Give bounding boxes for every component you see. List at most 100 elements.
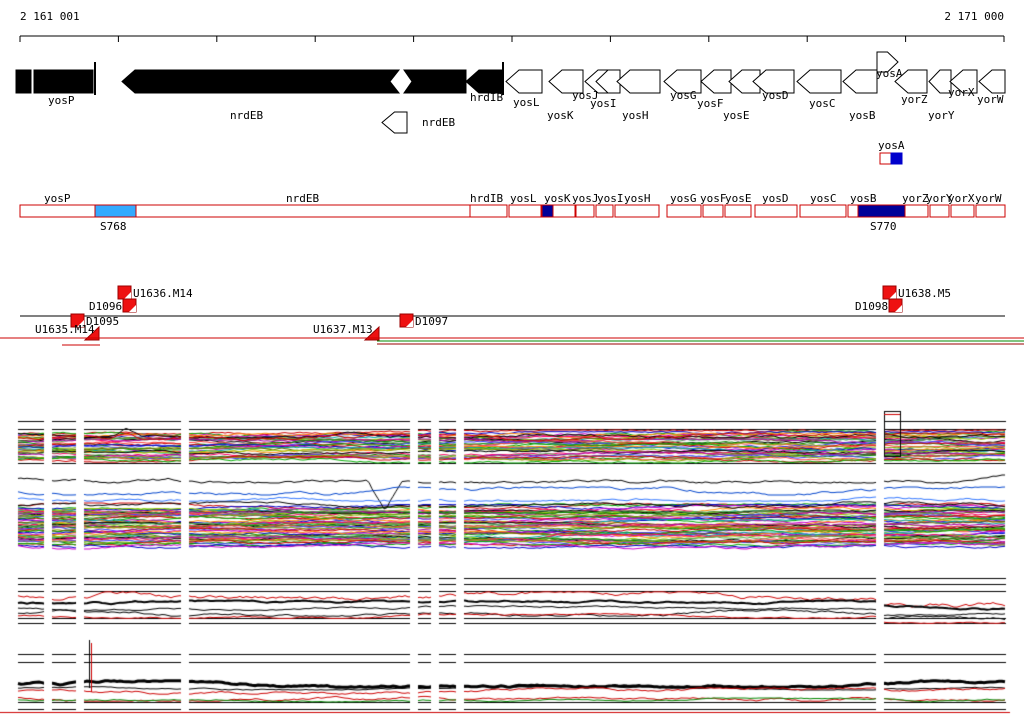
gene-box-yosI[interactable] bbox=[595, 204, 614, 218]
gene-arrow-yosD[interactable] bbox=[752, 69, 795, 94]
gene-label-yorX: yorX bbox=[948, 86, 975, 99]
gene-box-label-yorZ: yorZ bbox=[902, 192, 929, 205]
gene-label-yorY: yorY bbox=[928, 109, 955, 122]
gene-arrow-yosL[interactable] bbox=[505, 69, 543, 94]
gene-arrow-yosE[interactable] bbox=[728, 69, 761, 94]
gene-arrow-hrdIB[interactable] bbox=[465, 69, 503, 94]
gene-box-yosD[interactable] bbox=[754, 204, 798, 218]
gene-label-nrdEB: nrdEB bbox=[230, 109, 263, 122]
gene-box-yorZ[interactable] bbox=[904, 204, 929, 218]
gene-box-nrdEB[interactable] bbox=[135, 204, 471, 218]
gene-arrow-yosF[interactable] bbox=[700, 69, 732, 94]
marker-U1635.M14[interactable] bbox=[83, 325, 100, 341]
gene-box-S768[interactable] bbox=[94, 204, 137, 218]
gene-box-yosP[interactable] bbox=[19, 204, 96, 218]
yosA-flag-left-box[interactable] bbox=[879, 152, 892, 165]
gene-box-yosC[interactable] bbox=[799, 204, 847, 218]
gene-box-label-yorY: yorY bbox=[926, 192, 953, 205]
marker-label-D1098: D1098 bbox=[855, 300, 888, 313]
gene-label-yosH: yosH bbox=[622, 109, 649, 122]
marker-fold-D1098 bbox=[895, 305, 902, 312]
gene-box-label-yorW: yorW bbox=[975, 192, 1002, 205]
gene-label-yosP: yosP bbox=[48, 94, 75, 107]
gene-box-label-nrdEB: nrdEB bbox=[286, 192, 319, 205]
gene-arrow-yosB[interactable] bbox=[842, 69, 878, 94]
marker-fold-D1096 bbox=[129, 305, 136, 312]
yosA-flag-label: yosA bbox=[878, 139, 905, 152]
gene-label-yosA: yosA bbox=[876, 67, 903, 80]
segment-label-S768: S768 bbox=[100, 220, 127, 233]
gene-label-yosK: yosK bbox=[547, 109, 574, 122]
gene-box-navy-segment[interactable] bbox=[541, 204, 554, 218]
gene-box-yosG[interactable] bbox=[666, 204, 702, 218]
marker-fold-U1636.M14 bbox=[124, 292, 131, 299]
marker-label-D1097: D1097 bbox=[415, 315, 448, 328]
gene-arrow-yosH[interactable] bbox=[616, 69, 661, 94]
gene-arrow-yosK[interactable] bbox=[548, 69, 584, 94]
gene-box-label-yosG: yosG bbox=[670, 192, 697, 205]
gene-label-yosE: yosE bbox=[723, 109, 750, 122]
marker-label-U1638.M5: U1638.M5 bbox=[898, 287, 951, 300]
gene-box-label-yosE: yosE bbox=[725, 192, 752, 205]
gene-box-label-yosF: yosF bbox=[700, 192, 727, 205]
gene-label-yosC: yosC bbox=[809, 97, 836, 110]
marker-label-U1637.M13: U1637.M13 bbox=[313, 323, 373, 336]
gene-box-label-yosK: yosK bbox=[544, 192, 571, 205]
gene-box-yosF[interactable] bbox=[702, 204, 724, 218]
gene-arrow-nrdEB-2[interactable] bbox=[403, 69, 467, 94]
marker-fold-D1097 bbox=[406, 320, 413, 327]
gene-box-label-yosH: yosH bbox=[624, 192, 651, 205]
gene-label-yosL: yosL bbox=[513, 96, 540, 109]
segment-label-S770: S770 bbox=[870, 220, 897, 233]
gene-arrow-yosA[interactable] bbox=[876, 51, 899, 73]
marker-label-U1636.M14: U1636.M14 bbox=[133, 287, 193, 300]
gene-label-yosB: yosB bbox=[849, 109, 876, 122]
marker-label-U1635.M14: U1635.M14 bbox=[35, 323, 95, 336]
gene-box-S770[interactable] bbox=[857, 204, 906, 218]
gene-arrow-yorZ[interactable] bbox=[894, 69, 928, 94]
gene-box-label-yosL: yosL bbox=[510, 192, 537, 205]
gene-arrow-yorW[interactable] bbox=[978, 69, 1006, 94]
gene-box-yorW[interactable] bbox=[975, 204, 1006, 218]
gene-label-yorZ: yorZ bbox=[901, 93, 928, 106]
gene-label-yosD: yosD bbox=[762, 89, 789, 102]
gene-box-yorY[interactable] bbox=[929, 204, 950, 218]
gene-box-hrdIB[interactable] bbox=[469, 204, 508, 218]
gene-box-yorX[interactable] bbox=[950, 204, 975, 218]
gene-label-hrdIB: hrdIB bbox=[470, 91, 503, 104]
gene-arrow-nrdEB-alt[interactable] bbox=[381, 111, 408, 134]
gene-arrow-gene-fragment[interactable] bbox=[15, 69, 32, 94]
marker-U1637.M13[interactable] bbox=[363, 325, 380, 341]
annotation-tracks: yosPnrdEBhrdIBnrdEByosLyosKyosJyosIyosHy… bbox=[0, 35, 1024, 346]
gene-arrow-yorX[interactable] bbox=[949, 69, 978, 94]
gene-label-yosG: yosG bbox=[670, 89, 697, 102]
gene-box-label-yosI: yosI bbox=[597, 192, 624, 205]
gene-box-label-yosB: yosB bbox=[850, 192, 877, 205]
gene-label-yosI: yosI bbox=[590, 97, 617, 110]
gene-box-label-yosD: yosD bbox=[762, 192, 789, 205]
gene-box-label-yorX: yorX bbox=[948, 192, 975, 205]
gene-arrow-yosI[interactable] bbox=[595, 69, 621, 94]
marker-fold-U1638.M5 bbox=[889, 292, 896, 299]
gene-arrow-yosC[interactable] bbox=[796, 69, 842, 94]
gene-arrow-yorY[interactable] bbox=[928, 69, 952, 94]
gene-box-label-yosC: yosC bbox=[810, 192, 837, 205]
gene-arrow-nrdEB[interactable] bbox=[121, 69, 401, 94]
gene-label-yorW: yorW bbox=[977, 93, 1004, 106]
gene-arrow-yosP[interactable] bbox=[33, 69, 94, 94]
marker-label-D1096: D1096 bbox=[89, 300, 122, 313]
gene-box-yosL[interactable] bbox=[508, 204, 542, 218]
gene-arrow-yosG[interactable] bbox=[663, 69, 702, 94]
gene-label-yosF: yosF bbox=[697, 97, 724, 110]
marker-fold-D1095 bbox=[77, 320, 84, 327]
yosA-flag-right-box[interactable] bbox=[890, 152, 903, 165]
gene-box-label-yosJ: yosJ bbox=[572, 192, 599, 205]
gene-box-yosH[interactable] bbox=[614, 204, 660, 218]
gene-box-yosJ[interactable] bbox=[575, 204, 595, 218]
gene-box-yosK[interactable] bbox=[552, 204, 576, 218]
gene-box-yosE[interactable] bbox=[724, 204, 752, 218]
gene-box-label-yosP: yosP bbox=[44, 192, 71, 205]
gene-label-nrdEB-alt: nrdEB bbox=[422, 116, 455, 129]
